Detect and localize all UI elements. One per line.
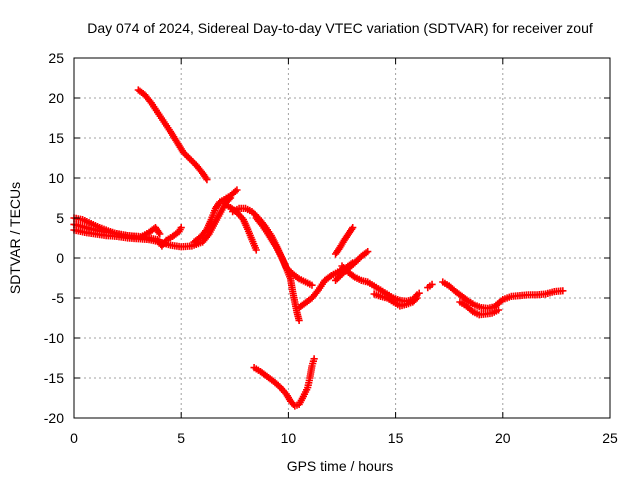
series-arc-16 (456, 298, 503, 319)
series-arc-7 (229, 204, 303, 324)
series-arc-15 (439, 278, 567, 312)
y-tick-label: -5 (52, 290, 65, 306)
series-arc-6 (220, 200, 260, 254)
data-point (203, 176, 211, 184)
plot-frame (73, 57, 611, 419)
series-arc-13 (370, 290, 421, 310)
data-point (494, 306, 503, 314)
data-point (177, 224, 185, 232)
y-axis-label: SDTVAR / TECUs (7, 182, 23, 294)
series-arc-17 (250, 355, 318, 410)
series-arc-11 (331, 224, 357, 258)
data-point (428, 280, 436, 288)
tick-layer (73, 57, 611, 419)
data-point (233, 186, 241, 194)
y-tick-label: 20 (48, 90, 64, 106)
data-point (413, 294, 421, 302)
data-point (415, 289, 423, 297)
y-tick-label: 5 (56, 210, 64, 226)
y-tick-label: 15 (48, 130, 64, 146)
y-tick-label: 10 (48, 170, 64, 186)
data-point (559, 287, 567, 295)
data-point (310, 355, 318, 363)
data-point (349, 224, 357, 232)
data-point (412, 295, 420, 303)
series-arc-14 (424, 280, 436, 292)
data-point (295, 316, 303, 324)
y-tick-label: -10 (44, 330, 64, 346)
series-arc-8 (252, 214, 316, 289)
y-tick-label: -20 (44, 410, 64, 426)
y-tick-label: -15 (44, 370, 64, 386)
x-tick-label: 10 (281, 430, 297, 446)
series-arc-3 (70, 220, 164, 241)
x-tick-label: 0 (70, 430, 78, 446)
data-layer (70, 86, 567, 410)
x-tick-label: 20 (495, 430, 511, 446)
chart-title: Day 074 of 2024, Sidereal Day-to-day VTE… (87, 20, 593, 36)
x-tick-label: 5 (177, 430, 185, 446)
label-layer: 0 5 10 15 20 25 -20 -15 -10 -5 0 5 10 15 20 25 (44, 50, 618, 446)
data-point (156, 230, 164, 238)
x-axis-label: GPS time / hours (287, 458, 394, 474)
data-point (364, 248, 372, 256)
y-tick-label: 25 (48, 50, 64, 66)
x-tick-label: 15 (388, 430, 404, 446)
y-tick-label: 0 (56, 250, 64, 266)
data-point (308, 281, 316, 289)
data-point (252, 246, 260, 254)
series-arc-4 (134, 86, 211, 184)
series-arc-5 (190, 186, 241, 246)
x-tick-label: 25 (602, 430, 618, 446)
